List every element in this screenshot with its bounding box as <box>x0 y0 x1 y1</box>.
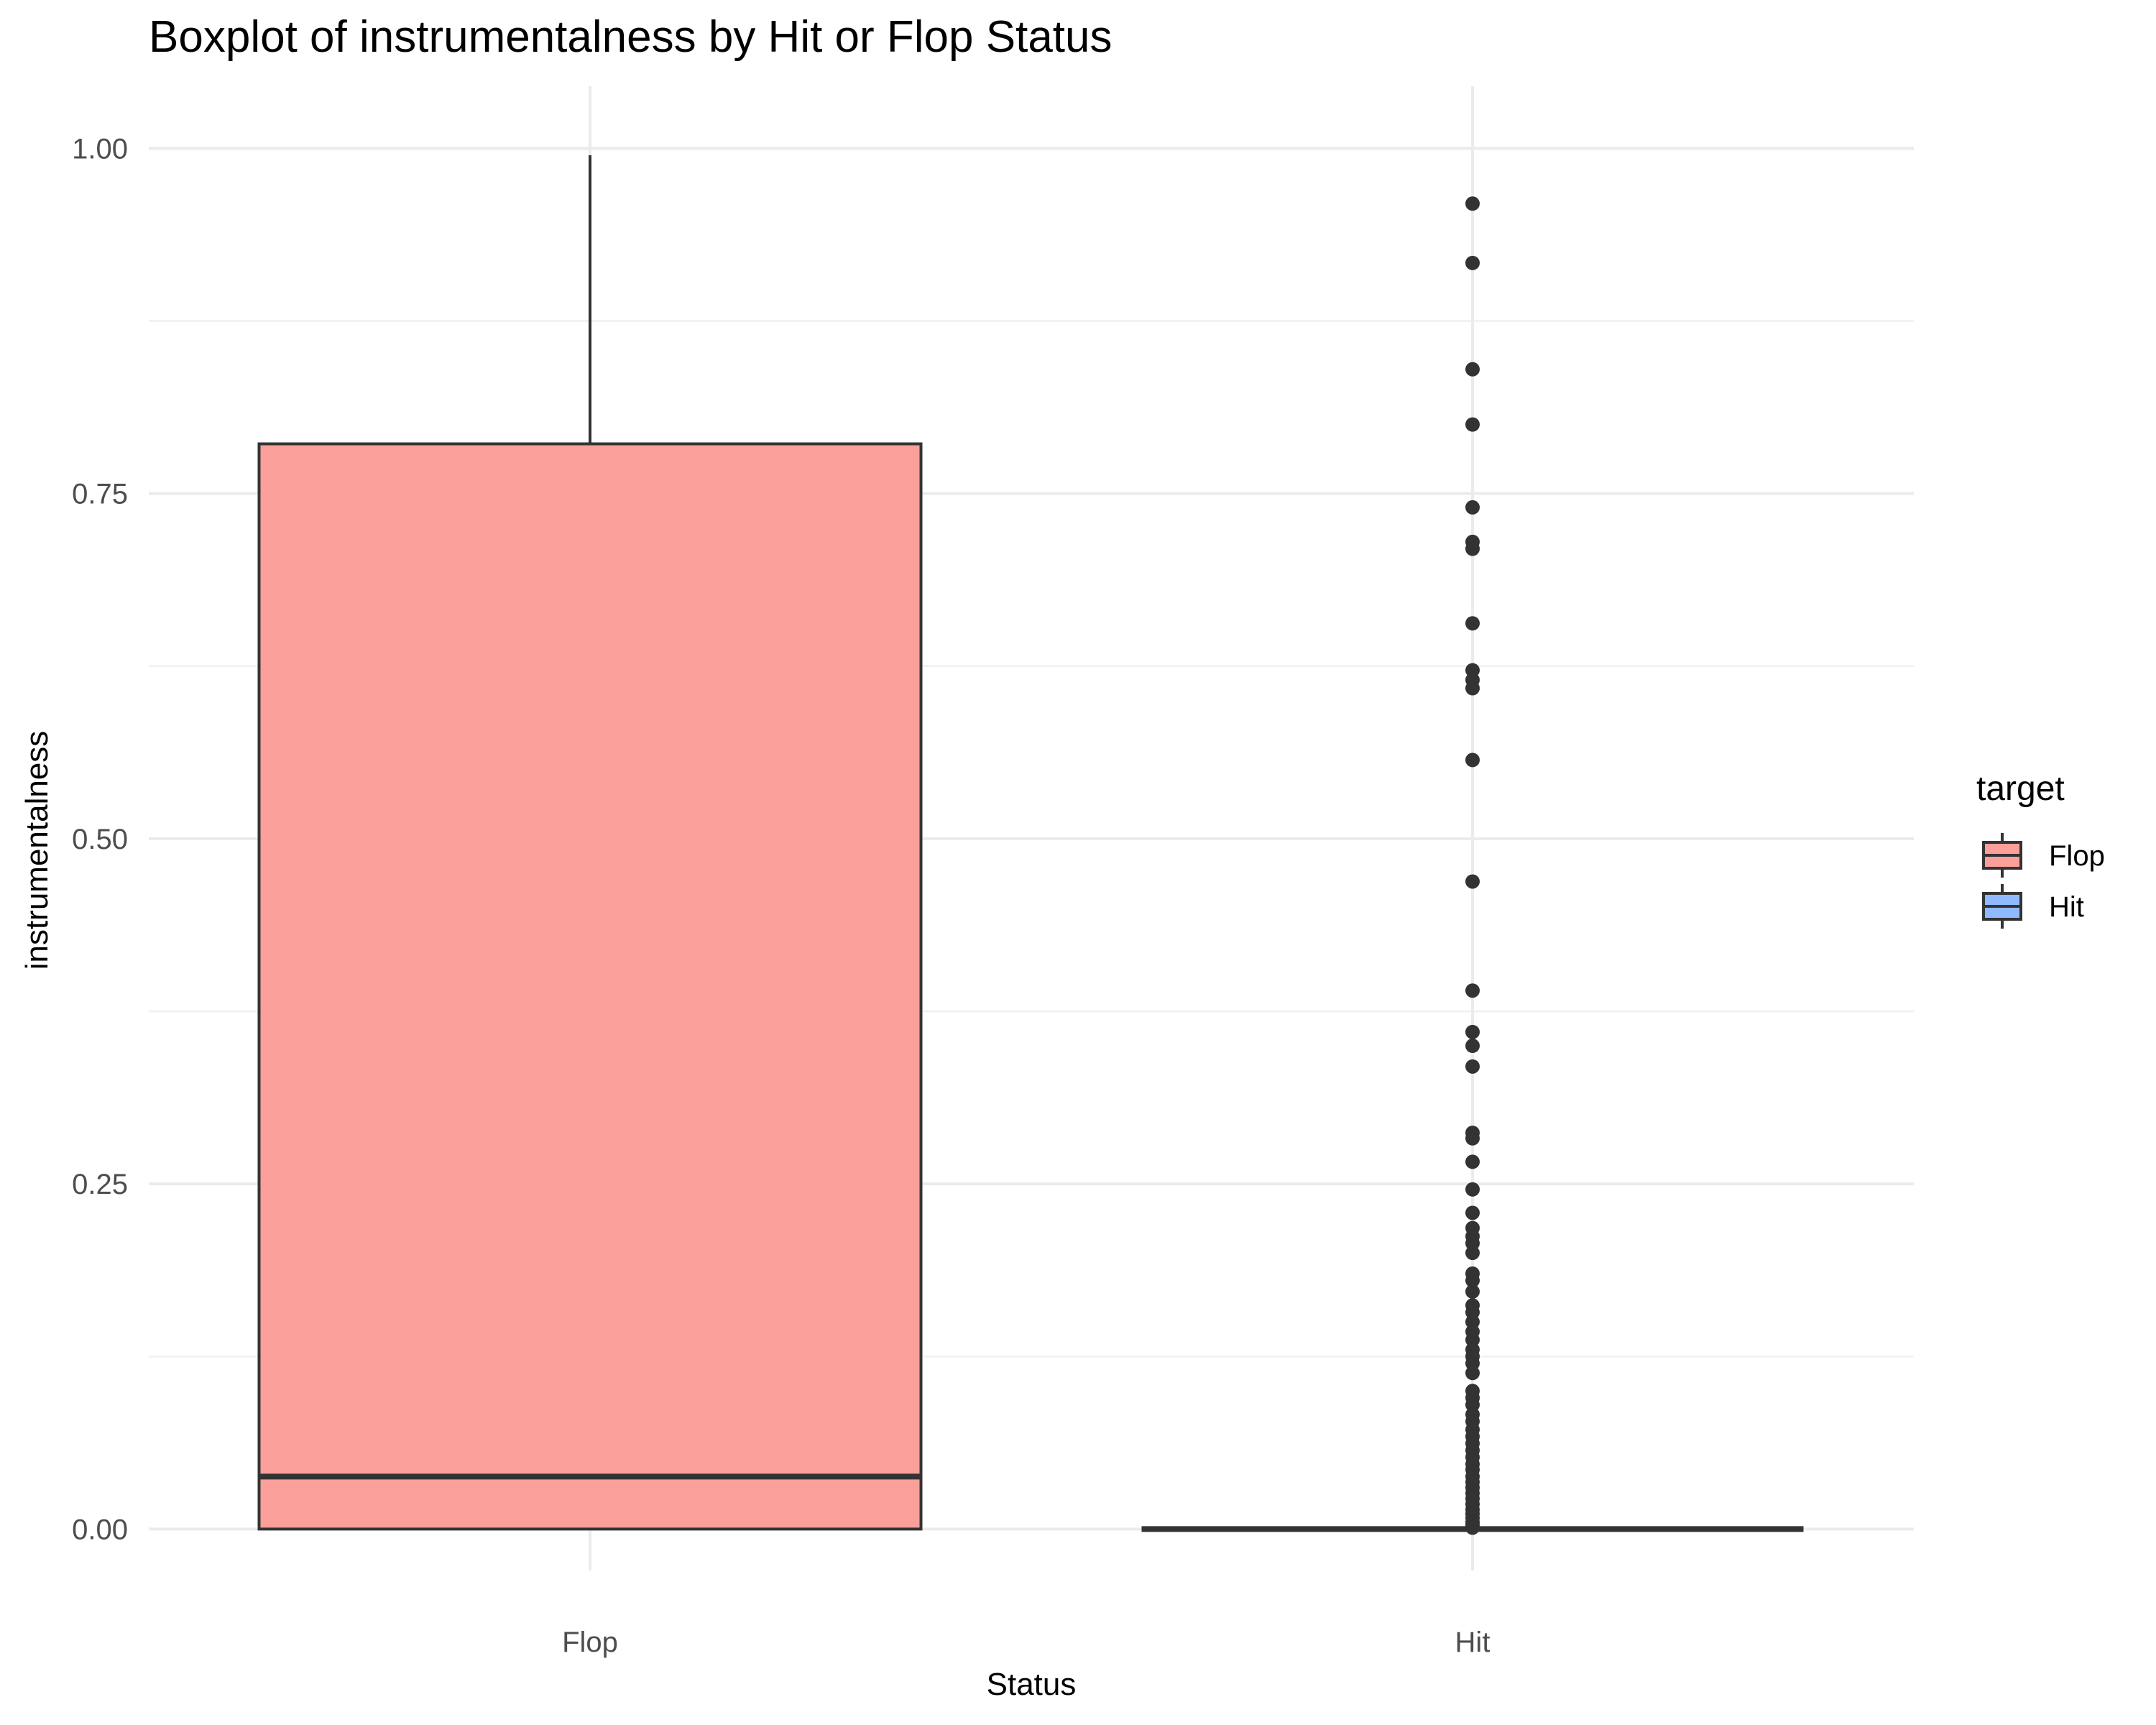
legend-label: Flop <box>2049 840 2105 872</box>
box-body <box>257 442 923 1531</box>
outlier-point <box>1465 681 1480 696</box>
outlier-point <box>1465 1205 1480 1220</box>
y-tick-label: 1.00 <box>72 133 128 165</box>
outlier-point <box>1465 1246 1480 1261</box>
box-hit <box>1141 196 1804 1535</box>
outlier-point <box>1465 1039 1480 1054</box>
box-layer <box>257 155 1804 1535</box>
y-tick-label: 0.50 <box>72 824 128 855</box>
y-tick-label: 0.75 <box>72 479 128 510</box>
outlier-point <box>1465 1059 1480 1074</box>
outlier-point <box>1465 500 1480 515</box>
x-tick-label: Flop <box>562 1627 618 1658</box>
y-tick-label: 0.25 <box>72 1169 128 1200</box>
outlier-point <box>1465 1366 1480 1381</box>
legend-entry-flop: Flop <box>1982 833 2105 878</box>
y-axis-title: instrumentalness <box>19 731 55 970</box>
outlier-point <box>1465 753 1480 768</box>
legend: target Flop Hit <box>1976 770 2105 929</box>
y-tick-label: 0.00 <box>72 1514 128 1545</box>
axis-layer: 0.00 0.25 0.50 0.75 1.00 Flop Hit <box>72 133 1490 1658</box>
outlier-point <box>1465 1273 1480 1288</box>
legend-label: Hit <box>2049 891 2084 923</box>
outlier-point <box>1465 196 1480 211</box>
outlier-point <box>1465 1284 1480 1299</box>
legend-entry-hit: Hit <box>1982 884 2084 929</box>
box-flop <box>257 155 923 1531</box>
x-axis-title: Status <box>987 1667 1077 1702</box>
legend-title: target <box>1976 770 2065 808</box>
chart-title: Boxplot of instrumentalness by Hit or Fl… <box>149 12 1112 62</box>
x-tick-label: Hit <box>1455 1627 1491 1658</box>
outlier-point <box>1465 1182 1480 1197</box>
outlier-point <box>1465 417 1480 432</box>
outlier-point <box>1465 1131 1480 1146</box>
outlier-point <box>1465 362 1480 377</box>
outlier-point <box>1465 255 1480 270</box>
outlier-point <box>1465 983 1480 998</box>
outlier-point <box>1465 1154 1480 1169</box>
outlier-point <box>1465 616 1480 631</box>
outlier-point <box>1465 541 1480 556</box>
outlier-point <box>1465 1024 1480 1039</box>
outlier-point <box>1465 874 1480 889</box>
outlier-point <box>1465 1520 1480 1535</box>
